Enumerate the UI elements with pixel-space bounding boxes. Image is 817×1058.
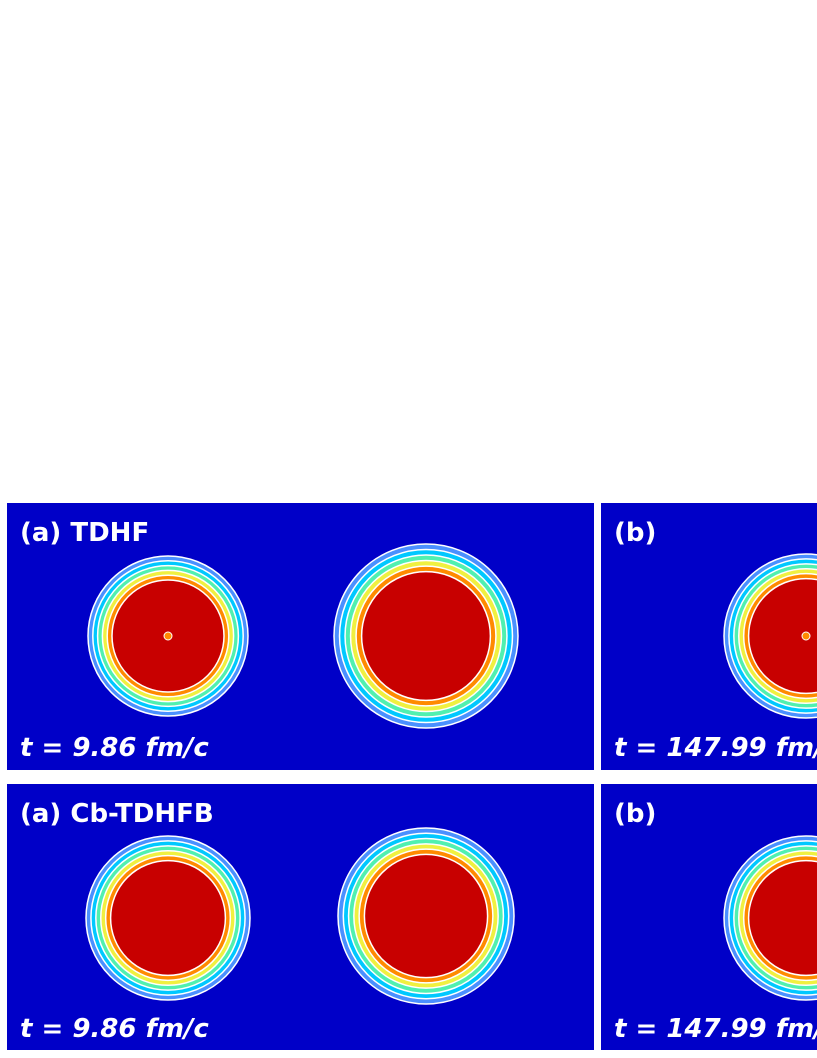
panel-time: t = 147.99 fm/c bbox=[614, 733, 817, 763]
contour-band bbox=[360, 570, 492, 702]
panel-label: (b) bbox=[614, 518, 656, 548]
contour-band bbox=[747, 859, 817, 977]
panel-label: (b) bbox=[614, 799, 656, 829]
panel: (b) t = 147.99 fm/c bbox=[601, 784, 817, 1050]
panel: (a) Cb-TDHFB t = 9.86 fm/c bbox=[7, 784, 594, 1050]
panel: (b) t = 147.99 fm/c bbox=[601, 503, 817, 770]
panel-time: t = 9.86 fm/c bbox=[20, 733, 209, 763]
panel-time: t = 9.86 fm/c bbox=[20, 1014, 209, 1044]
panel-label: (a) TDHF bbox=[20, 518, 149, 548]
contour-band bbox=[747, 577, 817, 695]
contour-peak bbox=[801, 631, 811, 641]
contour-peak bbox=[163, 631, 173, 641]
panel: (a) TDHF t = 9.86 fm/c bbox=[7, 503, 594, 770]
panel-label: (a) Cb-TDHFB bbox=[20, 799, 214, 829]
panel-time: t = 147.99 fm/c bbox=[614, 1014, 817, 1044]
contour-band bbox=[363, 853, 489, 979]
contour-band bbox=[109, 859, 227, 977]
